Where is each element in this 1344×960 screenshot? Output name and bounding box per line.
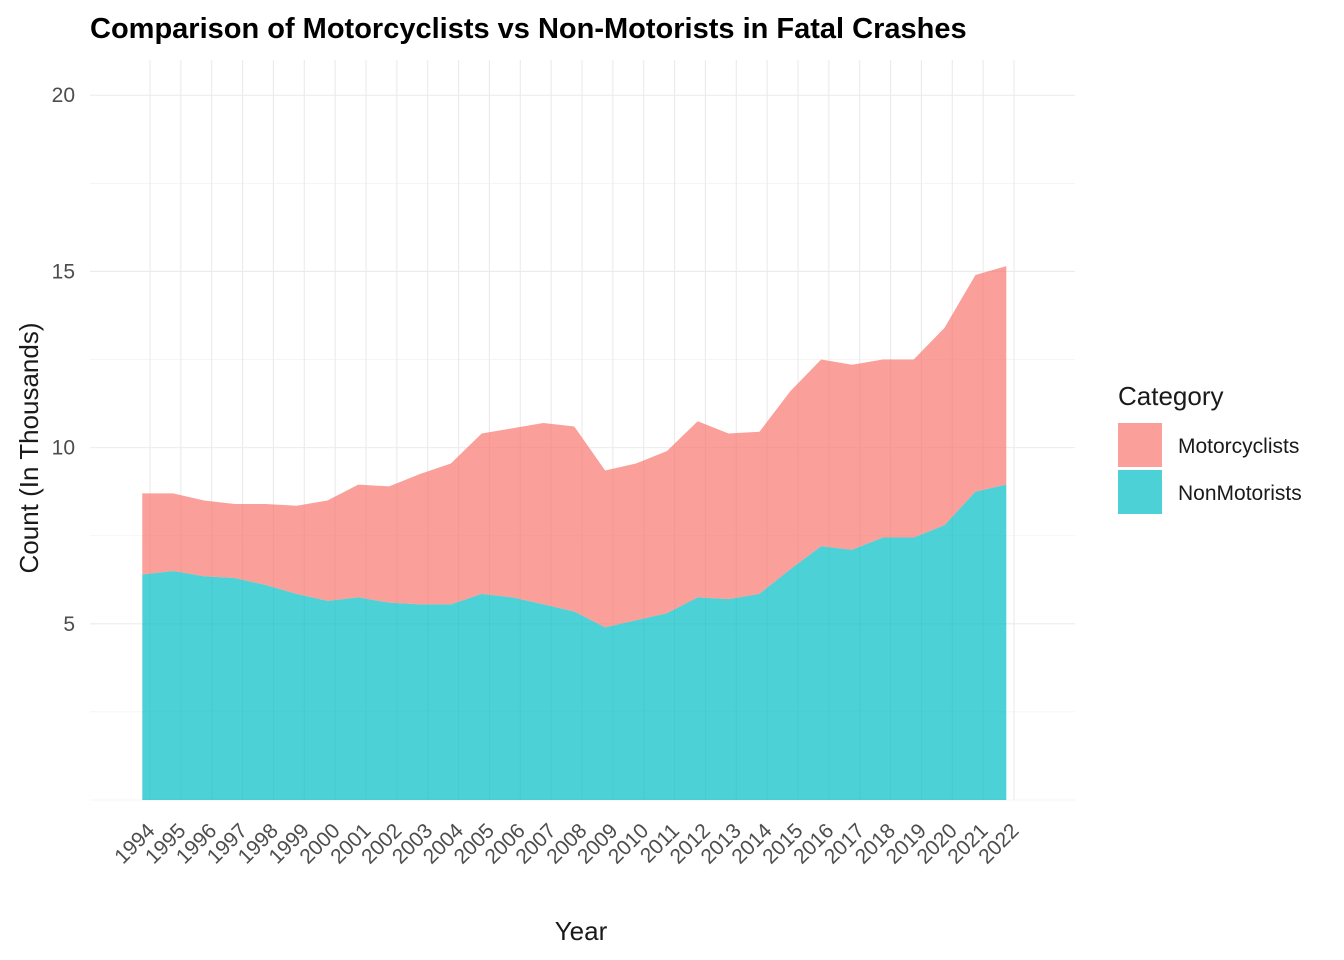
area-nonmotorists <box>142 484 1007 800</box>
legend-label-nonmotorists: NonMotorists <box>1178 482 1302 505</box>
x-axis-title: Year <box>555 916 608 946</box>
chart-title: Comparison of Motorcyclists vs Non-Motor… <box>90 13 967 45</box>
legend-swatch-nonmotorists <box>1118 470 1162 514</box>
y-tick-labels: 5 10 15 20 <box>52 84 75 636</box>
legend: Category Motorcyclists NonMotorists <box>1118 381 1302 514</box>
x-tick-labels: 1994199519961997199819992000200120022003… <box>110 819 1023 869</box>
y-tick-label: 20 <box>52 84 75 107</box>
legend-swatch-motorcyclists <box>1118 423 1162 467</box>
area-layer <box>142 266 1007 800</box>
y-tick-label: 15 <box>52 260 75 283</box>
y-axis-title: Count (In Thousands) <box>14 323 44 574</box>
y-tick-label: 5 <box>63 613 75 636</box>
legend-label-motorcyclists: Motorcyclists <box>1178 435 1299 458</box>
legend-title: Category <box>1118 381 1224 411</box>
y-tick-label: 10 <box>52 437 75 460</box>
area-motorcyclists <box>142 266 1007 628</box>
